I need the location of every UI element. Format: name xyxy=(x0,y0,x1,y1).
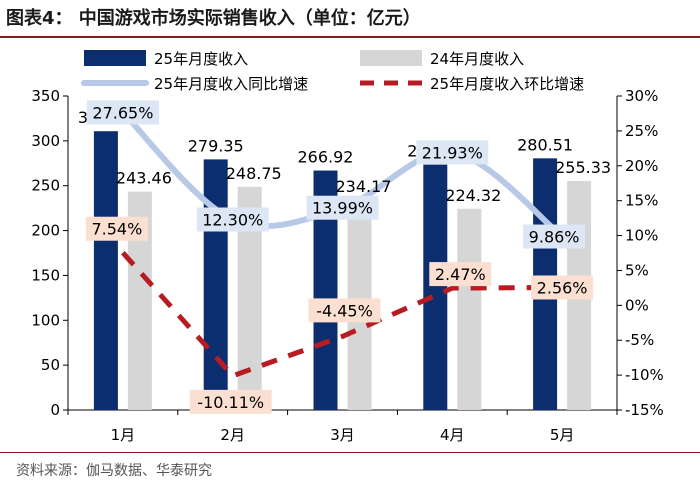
bar-24-revenue xyxy=(127,191,152,410)
right-axis-tick-label: 25% xyxy=(625,122,658,140)
bar-24-value-label: 248.75 xyxy=(226,164,282,183)
yoy-data-label-box xyxy=(196,207,269,232)
bar-25-value-label: 266.92 xyxy=(298,148,354,167)
right-axis-tick-label: -5% xyxy=(625,331,654,349)
left-axis-tick-label: 150 xyxy=(31,266,60,284)
yoy-data-label-box xyxy=(306,195,379,220)
mom-data-label: -4.45% xyxy=(316,301,373,320)
legend-25-revenue-label: 25年月度收入 xyxy=(154,50,248,68)
right-axis-tick-label: -15% xyxy=(625,401,664,419)
bar-24-revenue xyxy=(457,208,482,410)
bar-24-value-label: 224.32 xyxy=(445,186,501,205)
x-axis-tick-label: 1月 xyxy=(111,426,136,444)
footer-rule xyxy=(0,452,700,453)
legend-25-revenue-swatch xyxy=(84,50,146,66)
bar-24-value-label: 234.17 xyxy=(336,177,392,196)
mom-data-label: 2.56% xyxy=(537,278,588,297)
right-axis-tick-label: 15% xyxy=(625,192,658,210)
yoy-data-label-box xyxy=(86,100,159,125)
mom-data-label: -10.11% xyxy=(197,393,264,412)
yoy-data-label: 9.86% xyxy=(529,228,580,247)
bar-25-revenue xyxy=(423,164,448,410)
yoy-data-label-box xyxy=(523,224,586,249)
left-axis-tick-label: 100 xyxy=(31,311,60,329)
right-axis-tick-label: -10% xyxy=(625,366,664,384)
bar-25-revenue xyxy=(93,131,118,410)
mom-data-label-box xyxy=(308,298,381,323)
left-axis-tick-label: 200 xyxy=(31,222,60,240)
right-axis-tick-label: 30% xyxy=(625,87,658,105)
right-axis-tick-label: 10% xyxy=(625,227,658,245)
mom-data-label-box xyxy=(429,262,492,287)
bar-24-value-label: 243.46 xyxy=(116,169,172,188)
yoy-data-label: 21.93% xyxy=(422,143,483,162)
mom-growth-line xyxy=(121,251,563,379)
legend-yoy-label: 25年月度收入同比增速 xyxy=(154,75,308,93)
left-axis-tick-label: 250 xyxy=(31,177,60,195)
right-axis-tick-label: 20% xyxy=(625,157,658,175)
figure-title: 图表4： 中国游戏市场实际销售收入（单位：亿元） xyxy=(6,8,421,29)
legend-24-revenue-label: 24年月度收入 xyxy=(430,50,524,68)
title-rule xyxy=(0,36,700,38)
right-axis-tick-label: 0% xyxy=(625,296,649,314)
x-axis-tick-label: 5月 xyxy=(550,426,575,444)
x-axis-tick-label: 2月 xyxy=(220,426,245,444)
mom-data-label-box xyxy=(189,389,272,414)
bar-25-value-label: 279.35 xyxy=(188,136,244,155)
source-note: 资料来源：伽马数据、华泰研究 xyxy=(16,463,212,479)
yoy-data-label-box xyxy=(416,140,489,165)
mom-data-label-box xyxy=(85,216,148,241)
left-axis-tick-label: 350 xyxy=(31,87,60,105)
x-axis-tick-label: 3月 xyxy=(330,426,355,444)
yoy-data-label: 12.30% xyxy=(202,211,263,230)
legend-24-revenue-swatch xyxy=(360,50,422,66)
bar-24-value-label: 255.33 xyxy=(555,158,611,177)
bar-25-value-label: 280.51 xyxy=(517,135,573,154)
bar-25-revenue xyxy=(203,159,228,410)
left-axis-tick-label: 50 xyxy=(41,356,60,374)
chart: 25年月度收入 24年月度收入 25年月度收入同比增速 25年月度收入环比增速 0 50 1… xyxy=(31,50,664,444)
yoy-data-label: 27.65% xyxy=(92,103,153,122)
left-axis-tick-label: 300 xyxy=(31,132,60,150)
mom-data-label: 2.47% xyxy=(435,265,486,284)
yoy-data-label: 13.99% xyxy=(312,199,373,218)
mom-data-label-box xyxy=(531,275,594,300)
x-axis-tick-label: 4月 xyxy=(440,426,465,444)
right-axis-tick-label: 5% xyxy=(625,261,649,279)
left-axis-tick-label: 0 xyxy=(50,401,60,419)
legend-mom-label: 25年月度收入环比增速 xyxy=(430,75,584,93)
mom-data-label: 7.54% xyxy=(91,220,142,239)
